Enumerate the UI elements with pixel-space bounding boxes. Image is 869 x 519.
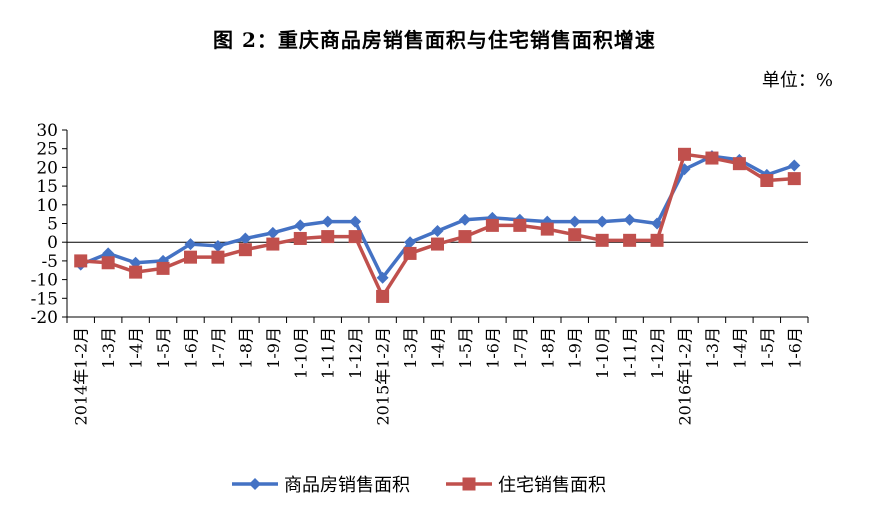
data-point	[74, 254, 88, 268]
x-tick-label: 1-5月	[758, 327, 777, 369]
data-point	[129, 265, 143, 279]
y-tick-label: 30	[36, 121, 58, 141]
data-point	[376, 289, 390, 303]
data-point	[211, 250, 225, 264]
data-point	[294, 219, 307, 232]
data-point	[595, 233, 609, 247]
x-tick-label: 2014年1-2月	[72, 327, 91, 426]
x-tick-label: 1-3月	[99, 327, 118, 369]
y-tick-label: 10	[36, 196, 58, 216]
data-point	[184, 238, 197, 251]
data-point	[568, 228, 582, 242]
data-point	[293, 231, 307, 245]
x-tick-label: 1-10月	[291, 327, 310, 379]
data-point	[431, 237, 444, 251]
series-layer	[74, 147, 801, 303]
series-2	[74, 147, 801, 303]
data-point	[650, 233, 664, 247]
x-tick-label: 2015年1-2月	[374, 327, 393, 426]
legend-label: 商品房销售面积	[284, 475, 410, 496]
x-tick-label: 1-9月	[264, 327, 283, 369]
series-1	[74, 150, 801, 284]
chart-title: 图 2：重庆商品房销售面积与住宅销售面积增速	[213, 28, 656, 52]
x-tick-label: 1-7月	[511, 327, 530, 369]
x-tick-label: 1-4月	[429, 327, 448, 369]
data-point	[348, 230, 362, 244]
data-point	[431, 224, 444, 237]
y-tick-label: 15	[36, 177, 58, 197]
data-point	[540, 222, 554, 236]
data-point	[321, 230, 335, 244]
legend-item: 商品房销售面积	[232, 475, 410, 496]
x-tick-label: 1-9月	[566, 327, 585, 369]
data-point	[238, 243, 252, 257]
x-tick-label: 1-8月	[538, 327, 557, 369]
y-tick-label: -5	[41, 252, 58, 272]
data-point	[623, 213, 636, 226]
legend-label: 住宅销售面积	[498, 475, 606, 496]
x-tick-label: 1-8月	[236, 327, 255, 369]
x-tick-label: 1-6月	[182, 327, 201, 369]
data-point	[458, 230, 472, 244]
data-point	[349, 215, 362, 228]
x-tick-label: 1-5月	[154, 327, 173, 369]
data-point	[156, 261, 170, 275]
x-tick-label: 1-12月	[346, 327, 365, 379]
x-tick-label: 1-6月	[483, 327, 502, 369]
x-tick-label: 2016年1-2月	[676, 327, 695, 426]
legend: 商品房销售面积 住宅销售面积	[232, 475, 606, 496]
y-tick-label: -10	[31, 271, 58, 291]
unit-label: 单位：%	[761, 70, 833, 91]
data-point	[623, 233, 637, 247]
data-point	[321, 215, 334, 228]
data-point	[458, 213, 471, 226]
legend-item: 住宅销售面积	[446, 475, 606, 496]
data-point	[376, 271, 389, 284]
data-point	[239, 232, 252, 245]
x-tick-label: 1-3月	[703, 327, 722, 369]
data-point	[788, 159, 801, 172]
y-tick-label: 25	[36, 140, 58, 160]
data-point	[102, 247, 115, 260]
data-point	[404, 236, 417, 249]
x-tick-label: 1-6月	[785, 327, 804, 369]
data-point	[403, 246, 417, 260]
data-point	[705, 151, 719, 165]
data-point	[266, 226, 279, 239]
x-tick-label: 1-7月	[209, 327, 228, 369]
y-tick-label: 20	[36, 158, 58, 178]
legend-marker	[462, 477, 476, 491]
data-point	[513, 218, 527, 232]
data-point	[596, 215, 609, 228]
data-point	[266, 237, 280, 251]
x-tick-label: 1-4月	[127, 327, 146, 369]
data-point	[568, 215, 581, 228]
y-tick-label: -20	[31, 308, 58, 328]
legend-marker	[249, 478, 261, 490]
data-point	[184, 250, 197, 264]
x-tick-label: 1-11月	[319, 327, 338, 379]
data-point	[787, 172, 801, 186]
x-tick-label: 1-10月	[593, 327, 612, 379]
data-point	[101, 256, 115, 270]
data-point	[732, 157, 746, 171]
y-tick-label: 5	[47, 215, 58, 235]
data-point	[678, 147, 691, 161]
y-tick-label: 0	[47, 233, 58, 253]
x-tick-label: 1-12月	[648, 327, 667, 379]
data-point	[211, 239, 224, 252]
y-tick-label: -15	[31, 289, 58, 309]
x-tick-label: 1-3月	[401, 327, 420, 369]
data-point	[760, 173, 774, 187]
x-tick-label: 1-5月	[456, 327, 475, 369]
x-tick-label: 1-11月	[621, 327, 640, 379]
x-tick-label: 1-4月	[730, 327, 749, 369]
data-point	[485, 218, 499, 232]
